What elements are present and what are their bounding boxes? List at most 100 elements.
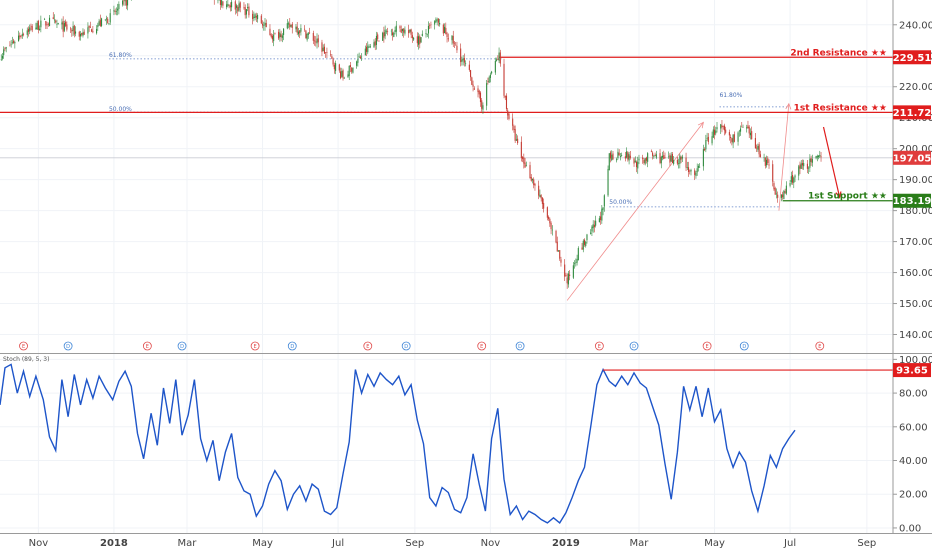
candle-body [122, 0, 124, 5]
candle-body [816, 155, 818, 158]
candle-body [702, 149, 704, 167]
candle-body [21, 33, 23, 37]
candle-body [661, 155, 664, 158]
candle-body [793, 177, 795, 183]
candle-body [504, 95, 506, 98]
candle-body [574, 263, 576, 264]
candle-body [280, 34, 282, 38]
candle-body [471, 77, 473, 85]
candle-body [127, 0, 129, 6]
trend-arrow-up-head [697, 121, 704, 129]
candle-body [221, 0, 223, 6]
candle-body [748, 126, 750, 134]
candle-body [803, 163, 805, 167]
candle-body [333, 64, 335, 70]
candle-body [247, 7, 249, 8]
candle-body [565, 274, 567, 276]
candle-body [800, 163, 802, 169]
candle-body [525, 165, 527, 167]
candle-body [468, 64, 470, 70]
event-marker-circle [629, 341, 639, 351]
candle-body [40, 20, 42, 28]
candle-body [777, 194, 779, 198]
candle-body [339, 71, 342, 79]
candle-body [712, 129, 714, 138]
candle-body [556, 241, 558, 252]
candle-body [61, 22, 63, 25]
candle-body [323, 46, 325, 54]
event-marker-circle [401, 341, 411, 351]
stochastic-level-tag-value: 93.65 [896, 366, 928, 377]
candle-body [541, 197, 543, 205]
candle-body [30, 25, 32, 27]
candle-body [125, 0, 127, 6]
candle-body [669, 154, 671, 163]
candle-body [575, 262, 577, 263]
candle-body [600, 216, 602, 220]
candle-body [742, 127, 744, 128]
candle-body [598, 218, 600, 223]
candle-body [227, 3, 229, 6]
forecast-arrow-head [835, 191, 842, 199]
candle-body [113, 10, 115, 12]
candle-body [593, 224, 595, 228]
candle-body [297, 31, 299, 35]
candle-body [87, 27, 89, 34]
candle-body [451, 35, 453, 41]
candle-body [739, 128, 742, 132]
candle-body [603, 195, 605, 207]
candle-body [488, 77, 490, 83]
candle-body [514, 129, 516, 141]
candle-body [309, 32, 311, 34]
candles [0, 0, 822, 289]
price-tick-label: 180.00 [899, 206, 932, 217]
candle-body [452, 35, 454, 44]
candle-body [705, 139, 707, 150]
candle-body [543, 202, 545, 209]
candle-body [447, 38, 449, 40]
event-marker-label: D [404, 344, 408, 350]
candle-body [664, 157, 666, 158]
candle-body [699, 166, 701, 168]
time-tick-label: Nov [481, 538, 501, 549]
event-marker-label: D [66, 344, 70, 350]
candle-body [253, 16, 255, 19]
candle-body [756, 147, 758, 149]
level-1st-resistance-tag-value: 211.72 [893, 108, 932, 119]
candle-body [446, 33, 448, 38]
candle-body [56, 24, 58, 25]
candle-body [358, 56, 360, 58]
candle-body [746, 127, 748, 129]
candle-body [819, 155, 821, 157]
candle-body [228, 5, 230, 6]
candle-body [616, 158, 618, 161]
candle-body [790, 176, 792, 183]
candle-body [498, 52, 500, 61]
stoch-tick-label: 60.00 [899, 422, 928, 433]
candle-body [720, 124, 722, 129]
candle-body [357, 58, 359, 63]
candle-body [9, 45, 11, 47]
candle-body [36, 22, 38, 30]
candle-body [254, 14, 256, 18]
candle-body [347, 74, 349, 78]
candle-body [577, 248, 579, 261]
stochastic-title: Stoch (89, 5, 3) [3, 356, 49, 363]
candle-body [728, 132, 730, 136]
event-marker-circle [515, 341, 525, 351]
candle-body [591, 226, 593, 232]
candle-body [798, 166, 800, 176]
candle-body [617, 151, 619, 159]
candle-body [248, 6, 250, 16]
candle-body [3, 49, 5, 56]
candle-body [238, 3, 240, 11]
candle-body [642, 157, 644, 160]
candle-body [399, 26, 401, 29]
candle-body [315, 41, 317, 43]
candle-body [395, 25, 397, 32]
candle-body [66, 24, 68, 30]
candle-body [513, 126, 515, 130]
forecast-arrow [822, 126, 841, 198]
candle-body [767, 158, 769, 163]
candle-body [226, 4, 228, 8]
